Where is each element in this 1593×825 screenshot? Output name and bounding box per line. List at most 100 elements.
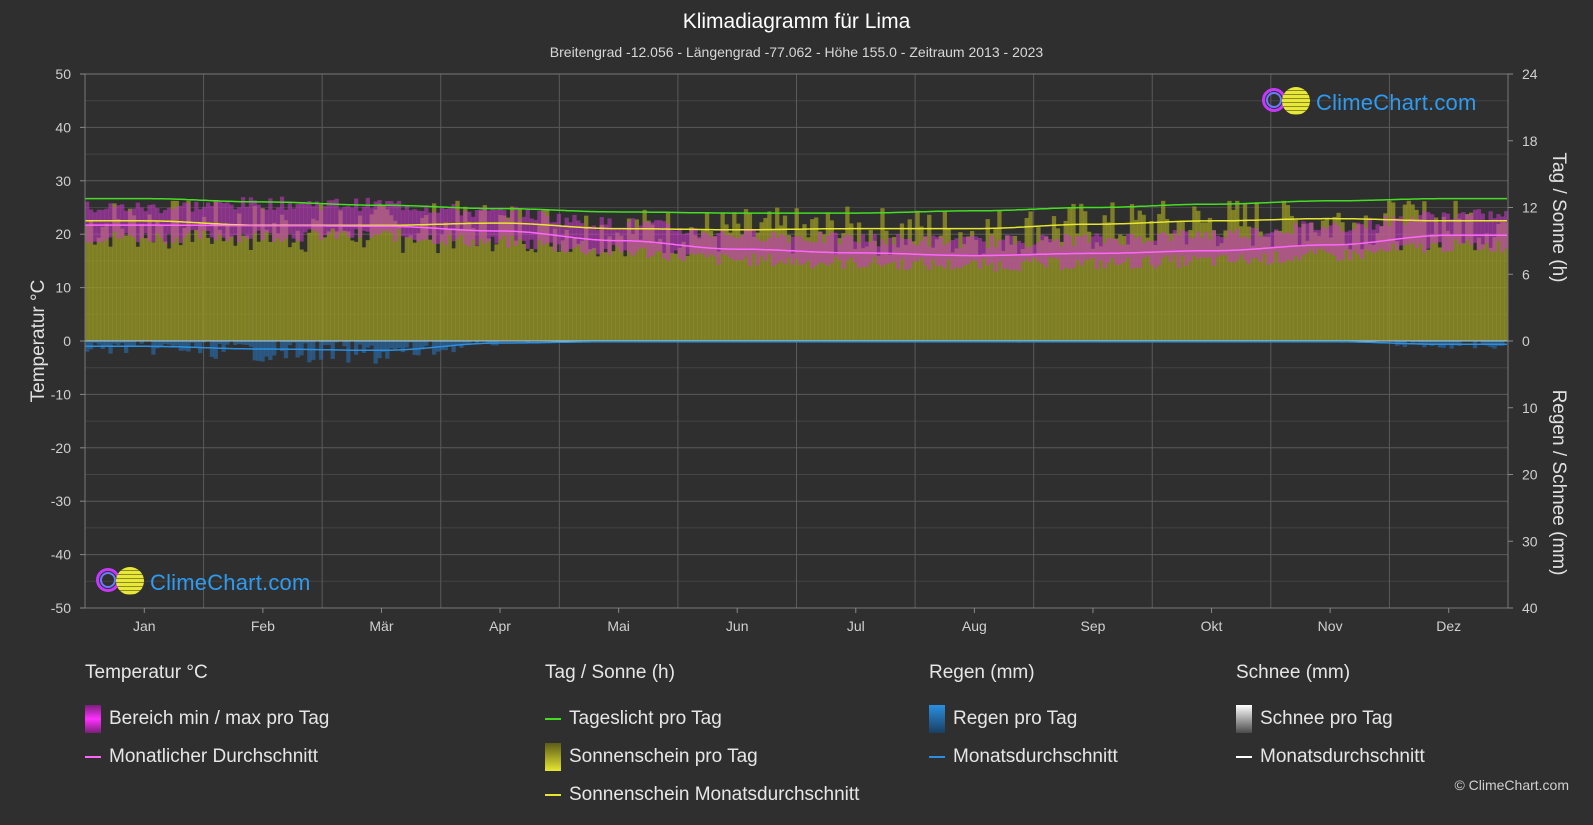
temperature-range-bar	[233, 209, 238, 236]
sunshine-bar	[1188, 230, 1193, 341]
sunshine-bar	[724, 224, 729, 341]
temperature-range-bar	[346, 206, 351, 237]
temperature-range-bar	[927, 246, 932, 270]
temperature-range-bar	[817, 232, 823, 264]
legend-snow: Schnee (mm) Schnee pro Tag Monatsdurchsc…	[1236, 662, 1425, 776]
box-swatch-icon	[1236, 705, 1252, 733]
sunshine-bar	[962, 244, 967, 341]
sunshine-bar	[509, 206, 515, 341]
temperature-range-bar	[615, 229, 620, 247]
climechart-logo-icon	[96, 567, 150, 598]
temperature-range-bar	[1398, 216, 1404, 246]
rain-bar	[213, 341, 218, 359]
temperature-range-bar	[989, 235, 994, 263]
temperature-range-bar	[833, 232, 838, 258]
temperature-range-bar	[525, 208, 530, 249]
temperature-range-bar	[1153, 240, 1158, 269]
sunshine-bar	[1281, 200, 1287, 341]
temperature-range-bar	[876, 246, 881, 265]
temperature-range-bar	[1016, 240, 1022, 272]
temperature-range-bar	[1301, 221, 1306, 256]
sunshine-bar	[993, 228, 998, 341]
sunshine-bar	[1137, 210, 1142, 341]
temperature-range-bar	[1305, 223, 1310, 254]
temperature-range-bar	[92, 212, 98, 242]
sunshine-bar	[159, 224, 164, 341]
sunshine-bar	[1391, 202, 1396, 341]
temperature-range-bar	[548, 222, 554, 243]
temperature-range-bar	[814, 242, 819, 266]
sunshine-bar	[350, 240, 355, 341]
temperature-range-bar	[794, 236, 799, 260]
rain-bar	[1426, 341, 1431, 344]
sunshine-bar	[342, 230, 347, 341]
sunshine-bar	[794, 208, 799, 341]
sunshine-bar	[1476, 237, 1482, 341]
rain-average-line	[85, 340, 1507, 352]
sunshine-bar	[205, 237, 211, 341]
sunshine-bar	[369, 214, 374, 341]
sunshine-bar	[1110, 202, 1115, 341]
temperature-range-bar	[1125, 234, 1131, 258]
temperature-range-bar	[860, 234, 866, 267]
temperature-range-bar	[143, 211, 148, 234]
rain-bar	[1433, 341, 1439, 345]
temperature-range-bar	[1250, 227, 1255, 259]
sunshine-bar	[482, 205, 487, 341]
sunshine-bar	[892, 237, 897, 341]
temperature-range-bar	[1110, 238, 1115, 259]
rain-bar	[311, 341, 316, 360]
temperature-range-bar	[1071, 246, 1076, 269]
sunshine-bar	[541, 210, 546, 341]
temperature-range-bar	[599, 217, 604, 253]
sunshine-bar	[221, 241, 226, 341]
sunshine-bar	[447, 229, 452, 341]
sunshine-bar	[845, 206, 850, 341]
daylight-line	[85, 197, 1507, 214]
sunshine-bar	[919, 226, 924, 341]
legend-item-label: Monatlicher Durchschnitt	[109, 746, 319, 767]
line-swatch-icon	[545, 794, 561, 796]
temperature-range-bar	[151, 204, 156, 243]
sunshine-bar	[1453, 200, 1458, 341]
temperature-range-bar	[888, 237, 893, 264]
temperature-range-bar	[1402, 225, 1408, 246]
sunshine-bar	[1235, 200, 1240, 341]
temperature-range-bar	[755, 238, 760, 266]
temperature-range-bar	[268, 198, 273, 234]
sunshine-bar	[732, 212, 737, 341]
sunshine-bar	[603, 252, 608, 341]
sunshine-bar	[1207, 217, 1213, 341]
sunshine-bar	[1180, 220, 1185, 341]
sunshine-bar	[626, 218, 632, 341]
x-tick-label: Aug	[962, 618, 987, 634]
temperature-range-bar	[1145, 240, 1150, 257]
sunshine-bar	[412, 242, 417, 341]
y-tick-label: 0	[63, 333, 71, 349]
rain-bar	[225, 341, 230, 345]
sunshine-bar	[1176, 221, 1181, 341]
temperature-range-bar	[295, 203, 300, 241]
sunshine-bar	[338, 210, 343, 341]
temperature-range-bar	[958, 248, 963, 269]
legend-sun-title: Tag / Sonne (h)	[545, 662, 675, 683]
sunshine-bar	[969, 230, 975, 341]
sunshine-bar	[665, 212, 671, 341]
temperature-range-bar	[810, 242, 815, 269]
sunshine-bar	[1196, 210, 1201, 341]
temperature-range-bar	[915, 245, 920, 262]
sunshine-bar	[186, 200, 191, 341]
temperature-range-bar	[1461, 212, 1466, 244]
sunshine-bar	[1055, 228, 1061, 341]
sunshine-bar	[938, 235, 944, 341]
temperature-range-bar	[1293, 223, 1298, 257]
sunshine-bar	[587, 249, 593, 341]
sunshine-bar	[841, 233, 846, 341]
temperature-range-bar	[626, 221, 632, 253]
sunshine-bar	[790, 253, 795, 341]
sunshine-bar	[1125, 244, 1131, 341]
sunshine-bar	[268, 241, 273, 341]
logo-top-right: ClimeChart.com	[1262, 87, 1477, 118]
rain-bar	[248, 341, 254, 347]
temperature-range-bar	[1180, 230, 1185, 256]
